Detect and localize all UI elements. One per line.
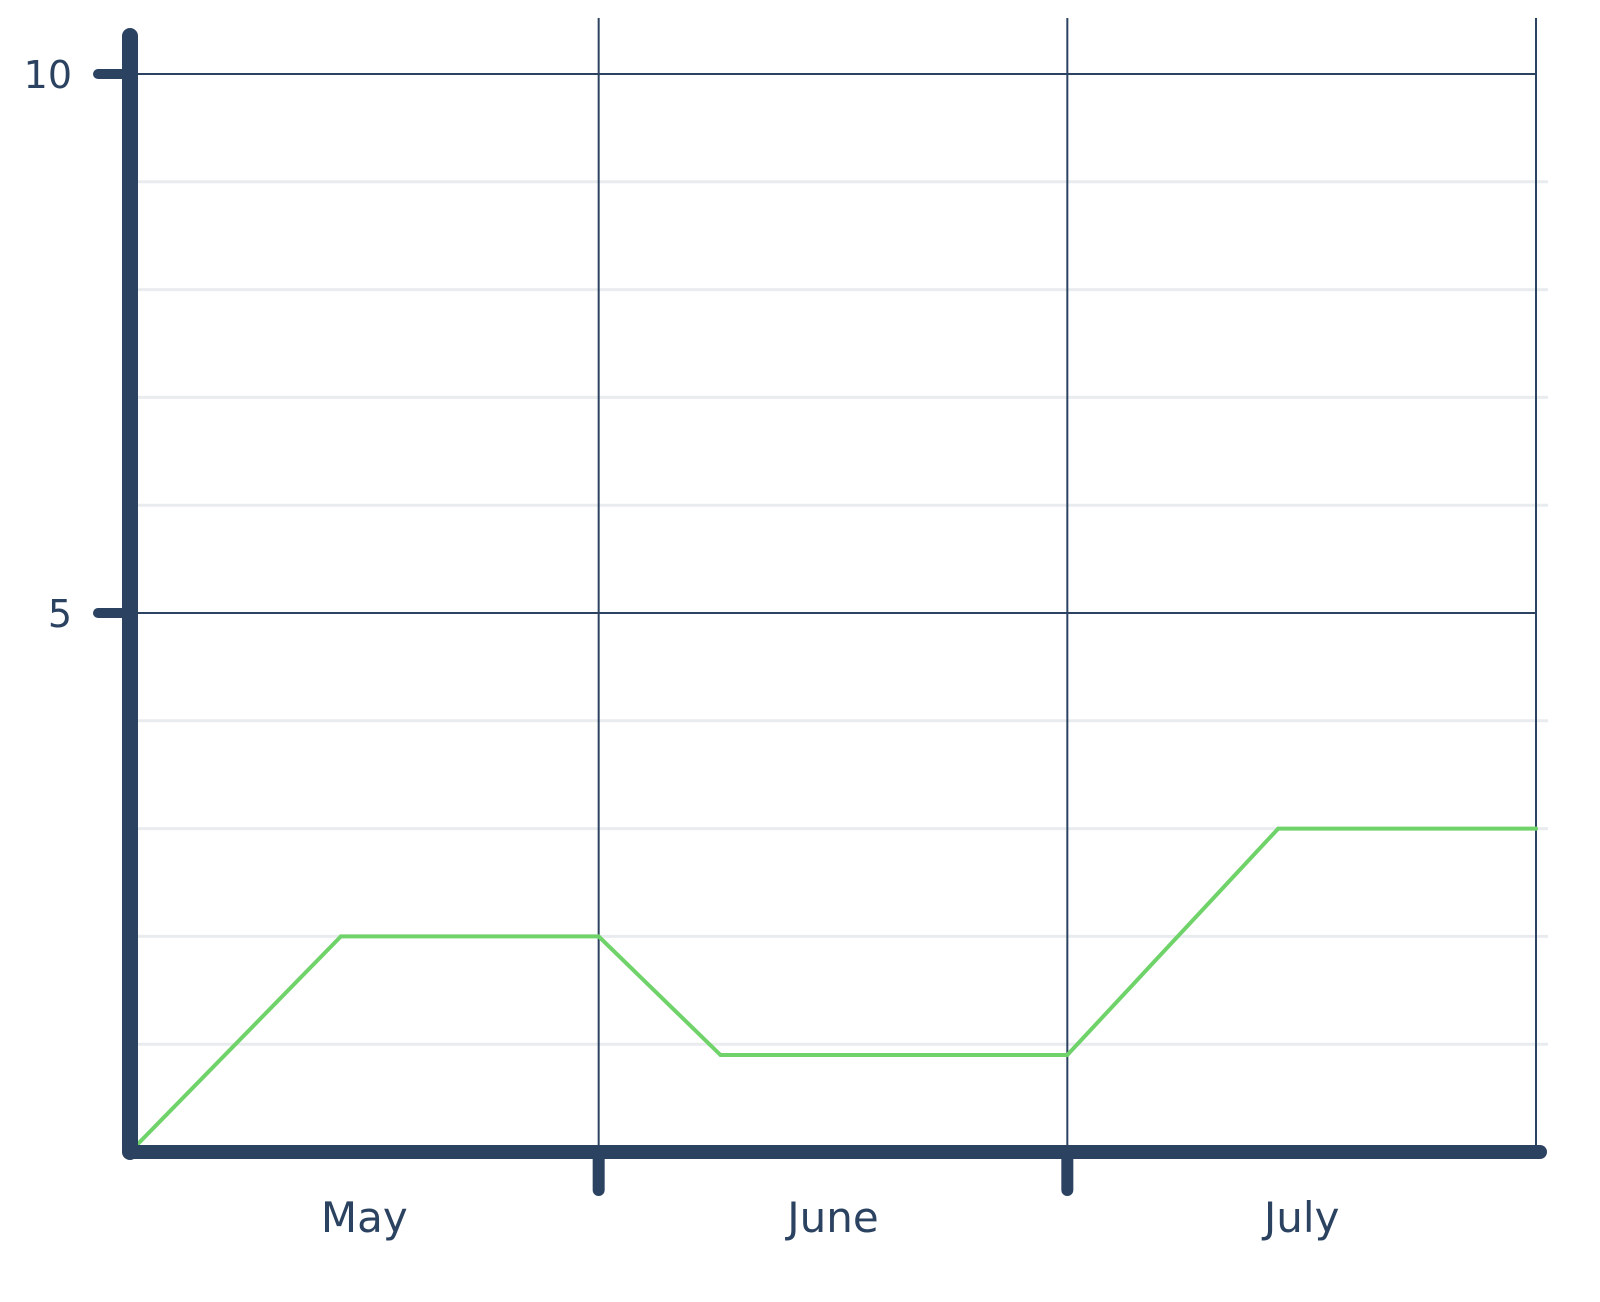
major-gridlines — [130, 18, 1537, 1152]
y-tick-label: 5 — [48, 592, 72, 636]
x-category-label: June — [784, 1193, 878, 1242]
series-point — [718, 1052, 723, 1057]
series-line-0 — [128, 826, 1538, 1154]
axes — [93, 28, 1547, 1196]
x-category-label: May — [321, 1193, 408, 1242]
series-point — [1276, 826, 1281, 831]
x-category-label: July — [1261, 1193, 1340, 1242]
series-point — [1065, 1052, 1070, 1057]
series-point — [596, 934, 601, 939]
y-tick-label: 10 — [24, 53, 72, 97]
series-point — [338, 934, 343, 939]
series-point — [1534, 826, 1538, 831]
series-layer — [128, 826, 1538, 1154]
axis-labels: 10 5 May June July — [24, 53, 1340, 1242]
